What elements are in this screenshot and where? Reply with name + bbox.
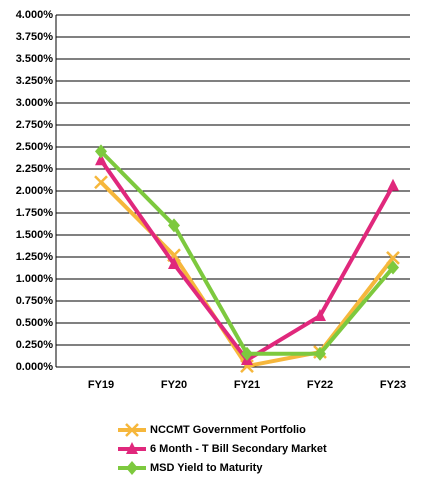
marker xyxy=(94,175,108,190)
y-tick-label: 1.250% xyxy=(16,251,54,263)
legend-label: MSD Yield to Maturity xyxy=(150,462,263,474)
y-tick-label: 2.500% xyxy=(16,141,54,153)
y-tick-label: 4.000% xyxy=(16,9,54,21)
y-tick-label: 2.250% xyxy=(16,163,54,175)
y-tick-label: 0.000% xyxy=(16,361,54,373)
legend-label: NCCMT Government Portfolio xyxy=(150,424,306,436)
marker xyxy=(168,218,180,233)
marker xyxy=(314,308,326,321)
legend-label: 6 Month - T Bill Secondary Market xyxy=(150,443,327,455)
y-tick-label: 3.500% xyxy=(16,53,54,65)
marker xyxy=(241,346,253,361)
y-tick-label: 2.750% xyxy=(16,119,54,131)
marker xyxy=(387,260,399,275)
y-tick-label: 2.000% xyxy=(16,185,54,197)
x-tick-label: FY22 xyxy=(307,379,333,391)
x-tick-label: FY19 xyxy=(88,379,114,391)
marker xyxy=(125,423,139,437)
marker xyxy=(95,144,107,159)
marker xyxy=(95,153,107,166)
y-tick-label: 1.000% xyxy=(16,273,54,285)
series-line xyxy=(99,180,395,369)
x-tick-label: FY20 xyxy=(161,379,187,391)
y-tick-label: 3.000% xyxy=(16,97,54,109)
marker xyxy=(126,442,138,454)
y-tick-label: 0.500% xyxy=(16,317,54,329)
x-tick-label: FY23 xyxy=(380,379,406,391)
marker xyxy=(168,257,180,270)
y-tick-label: 1.500% xyxy=(16,229,54,241)
marker xyxy=(386,250,400,265)
x-tick-label: FY21 xyxy=(234,379,260,391)
series-line xyxy=(99,159,395,362)
y-tick-label: 3.750% xyxy=(16,31,54,43)
y-tick-label: 1.750% xyxy=(16,207,54,219)
y-tick-label: 0.750% xyxy=(16,295,54,307)
marker xyxy=(314,346,326,361)
marker xyxy=(387,178,399,191)
marker xyxy=(126,461,138,475)
y-tick-label: 0.250% xyxy=(16,339,54,351)
y-tick-label: 3.250% xyxy=(16,75,54,87)
